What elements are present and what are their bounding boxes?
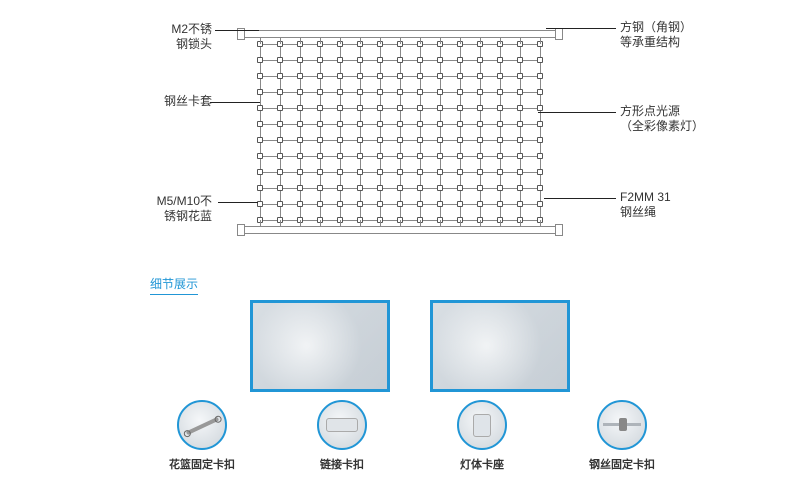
component-label: 钢丝固定卡扣: [589, 456, 655, 472]
callout-leader-line: [210, 102, 260, 103]
callout-leader-line: [544, 198, 616, 199]
callout-label: M5/M10不锈钢花蓝: [157, 194, 212, 224]
bottom-frame-bar: [240, 226, 560, 234]
led-pixel-grid: [260, 44, 540, 220]
component-seat: 灯体卡座: [432, 400, 532, 472]
callout-label: 方钢（角钢）等承重结构: [620, 20, 692, 50]
component-label: 花篮固定卡扣: [169, 456, 235, 472]
callout-label: 钢丝卡套: [164, 94, 212, 109]
top-frame-bar: [240, 30, 560, 38]
callout-label: 方形点光源（全彩像素灯）: [620, 104, 704, 134]
component-icon-turnbuckle: [177, 400, 227, 450]
callout-label: F2MM 31钢丝绳: [620, 190, 671, 220]
callout-leader-line: [546, 28, 616, 29]
assembly-diagram: [150, 12, 650, 252]
section-header: 细节展示: [150, 275, 198, 295]
component-label: 链接卡扣: [320, 456, 364, 472]
component-icon-connector: [317, 400, 367, 450]
component-legend-row: 花篮固定卡扣 链接卡扣 灯体卡座 钢丝固定卡扣: [152, 400, 672, 472]
component-icon-seat: [457, 400, 507, 450]
component-icon-wireclip: [597, 400, 647, 450]
callout-leader-line: [538, 112, 616, 113]
component-turnbuckle: 花篮固定卡扣: [152, 400, 252, 472]
component-connector: 链接卡扣: [292, 400, 392, 472]
component-wireclip: 钢丝固定卡扣: [572, 400, 672, 472]
detail-photo-row: [230, 300, 590, 392]
callout-leader-line: [215, 30, 259, 31]
callout-label: M2不锈钢锁头: [171, 22, 212, 52]
callout-leader-line: [218, 202, 258, 203]
detail-photo-2: [430, 300, 570, 392]
component-label: 灯体卡座: [460, 456, 504, 472]
detail-photo-1: [250, 300, 390, 392]
